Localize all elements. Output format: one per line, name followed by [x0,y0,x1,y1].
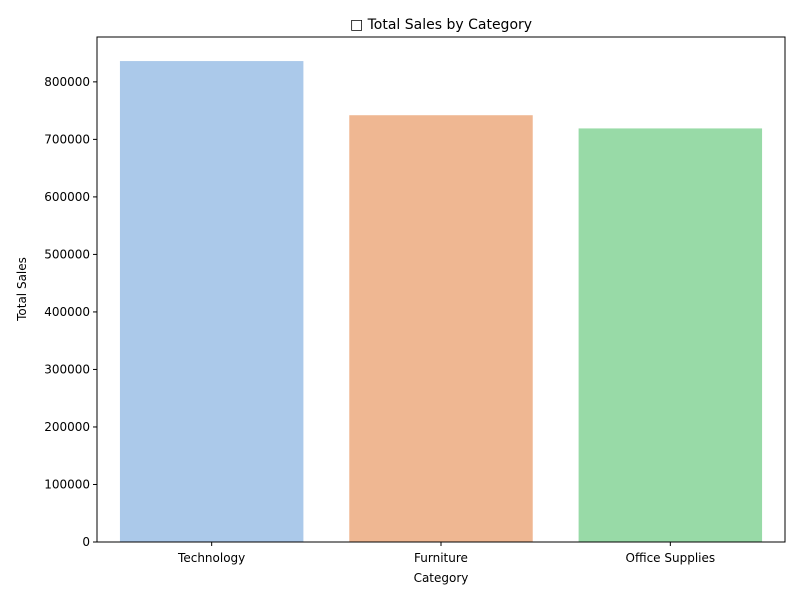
y-tick-label: 800000 [44,75,90,89]
y-axis-ticks: 0 100000 200000 300000 400000 500000 600000 700… [44,75,97,549]
y-tick-label: 200000 [44,420,90,434]
y-tick-label: 400000 [44,305,90,319]
y-axis-label: Total Sales [15,257,29,322]
x-tick-label: Technology [177,551,245,565]
x-tick-label: Office Supplies [626,551,716,565]
y-tick-label: 300000 [44,362,90,376]
x-axis-ticks: Technology Furniture Office Supplies [177,542,715,565]
y-tick-label: 100000 [44,477,90,491]
y-tick-label: 500000 [44,247,90,261]
y-tick-label: 0 [82,535,90,549]
y-tick-label: 600000 [44,190,90,204]
bar-furniture [349,115,533,542]
y-tick-label: 700000 [44,132,90,146]
bars-layer [119,61,763,543]
x-axis-label: Category [414,571,469,585]
x-tick-label: Furniture [414,551,468,565]
plot-frame [96,36,786,543]
bar-technology [119,61,304,542]
chart-title: □ Total Sales by Category [350,17,532,33]
bar-office-supplies [578,128,763,543]
